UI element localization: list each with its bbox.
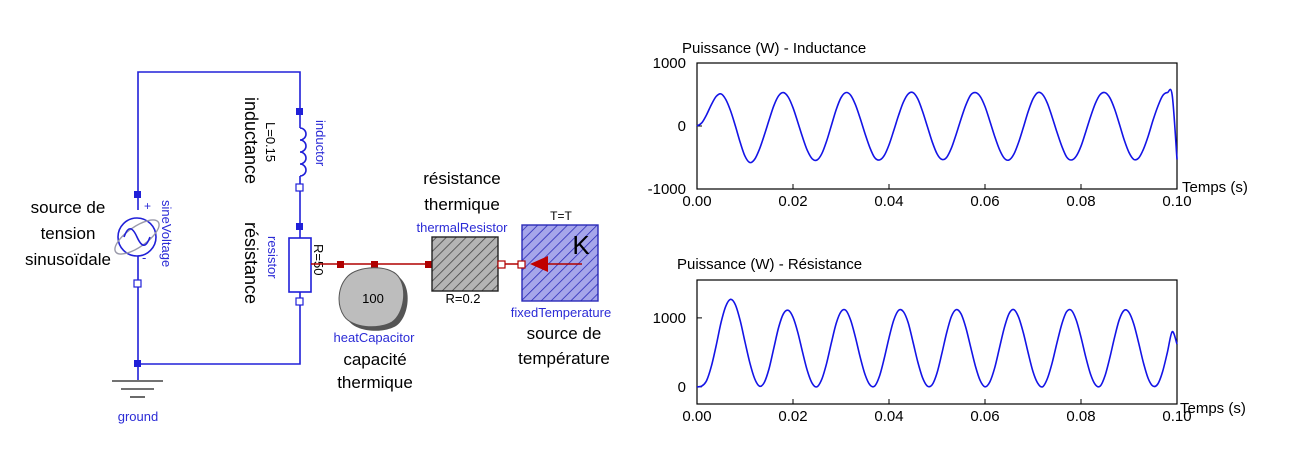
thermal-resistor-component[interactable]: thermalResistor R=0.2 <box>416 220 508 306</box>
inductor-param: L=0.15 <box>263 122 278 162</box>
sine-plus-label: + <box>144 199 151 213</box>
chart-inductance-xlabel: Temps (s) <box>1182 179 1248 196</box>
x-tick-label: 0.10 <box>1162 193 1191 210</box>
chart-resistance-xlabel: Temps (s) <box>1180 400 1246 417</box>
x-tick-label: 0.04 <box>874 408 903 425</box>
plot-frame <box>696 279 1178 405</box>
inductor-name: inductor <box>313 120 328 167</box>
resistor-param: R=50 <box>311 244 326 275</box>
inductor-component[interactable]: inductor L=0.15 <box>263 108 328 192</box>
ground-name: ground <box>118 409 158 424</box>
y-tick-label: 1000 <box>653 310 686 327</box>
x-tick-label: 0.00 <box>682 193 711 210</box>
series-line <box>696 88 1178 164</box>
thermres-desc-line2: thermique <box>424 195 500 214</box>
fixed-temperature-symbol: K <box>572 230 590 260</box>
x-tick-label: 0.08 <box>1066 408 1095 425</box>
circuit-diagram: + - sineVoltage source de tension sinuso… <box>25 71 611 424</box>
ground-component[interactable]: ground <box>112 360 163 424</box>
heat-capacitor-name: heatCapacitor <box>334 330 416 345</box>
fixed-temperature-param: T=T <box>550 209 572 223</box>
wire-bottom <box>137 282 301 365</box>
y-tick-label: 0 <box>678 379 686 396</box>
x-tick-label: 0.08 <box>1066 193 1095 210</box>
chart-inductance-title: Puissance (W) - Inductance <box>682 40 866 57</box>
y-tick-label: 0 <box>678 118 686 135</box>
x-tick-label: 0.06 <box>970 408 999 425</box>
x-tick-label: 0.04 <box>874 193 903 210</box>
fixedtemp-desc-line2: température <box>518 349 610 368</box>
resistor-name: resistor <box>265 236 280 279</box>
x-tick-label: 0.02 <box>778 193 807 210</box>
heatcap-desc-line2: thermique <box>337 373 413 392</box>
thermal-resistor-param: R=0.2 <box>445 291 480 306</box>
chart-resistance-title: Puissance (W) - Résistance <box>677 256 862 273</box>
sine-desc-line3: sinusoïdale <box>25 250 111 269</box>
heat-capacitor-component[interactable]: 100 heatCapacitor <box>334 267 416 345</box>
fixedtemp-desc-line1: source de <box>527 324 602 343</box>
wire-top <box>137 71 301 195</box>
sine-desc-line2: tension <box>41 224 96 243</box>
sine-voltage-source[interactable]: + - sineVoltage <box>110 191 174 288</box>
sine-minus-label: - <box>142 250 146 265</box>
thermal-resistor-name: thermalResistor <box>416 220 508 235</box>
y-tick-label: 1000 <box>653 55 686 72</box>
fixed-temperature-name: fixedTemperature <box>511 305 611 320</box>
x-tick-label: 0.06 <box>970 193 999 210</box>
chart-inductance: Puissance (W) - Inductance Temps (s) 0.0… <box>648 40 1248 210</box>
thermres-desc-line1: résistance <box>423 169 500 188</box>
inductance-desc: inductance <box>241 97 261 184</box>
plot-frame <box>696 62 1178 190</box>
y-tick-label: -1000 <box>648 181 686 198</box>
x-tick-label: 0.10 <box>1162 408 1191 425</box>
sine-desc-line1: source de <box>31 198 106 217</box>
sine-voltage-name: sineVoltage <box>159 200 174 267</box>
x-tick-label: 0.02 <box>778 408 807 425</box>
x-tick-label: 0.00 <box>682 408 711 425</box>
fixed-temperature-component[interactable]: K T=T fixedTemperature <box>511 209 611 320</box>
heat-capacitor-value: 100 <box>362 291 384 306</box>
resistor-component[interactable]: resistor R=50 <box>265 223 326 306</box>
resistance-desc: résistance <box>241 222 261 304</box>
chart-resistance: Puissance (W) - Résistance Temps (s) 0.0… <box>653 256 1246 425</box>
series-line <box>696 298 1178 388</box>
heatcap-desc-line1: capacité <box>343 350 406 369</box>
